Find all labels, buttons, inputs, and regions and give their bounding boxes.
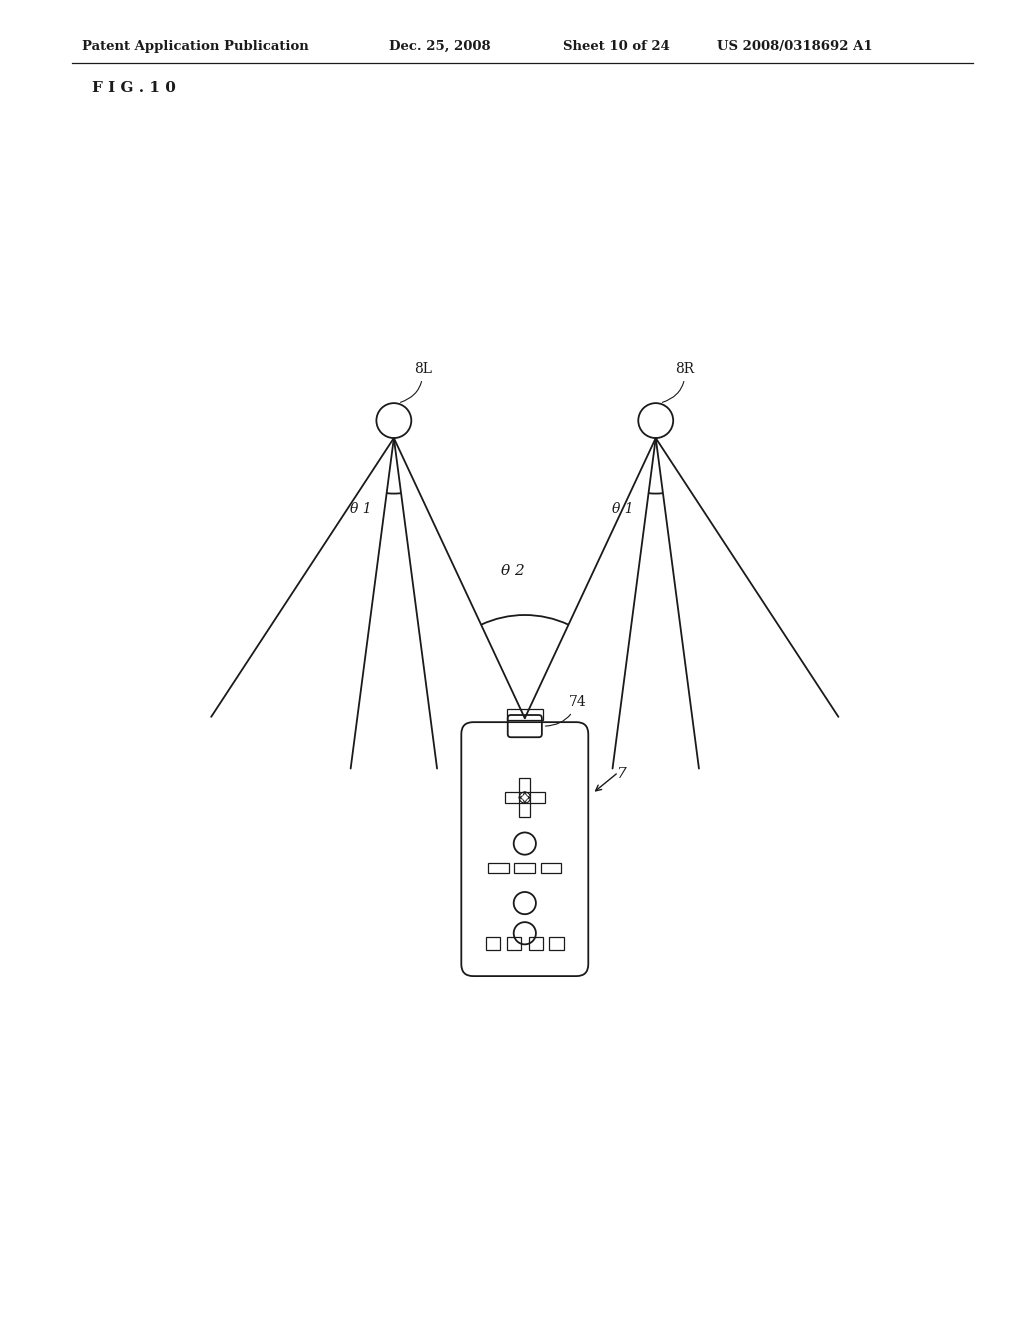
Bar xyxy=(507,709,543,719)
Text: Dec. 25, 2008: Dec. 25, 2008 xyxy=(389,40,490,53)
Text: Patent Application Publication: Patent Application Publication xyxy=(82,40,308,53)
Bar xyxy=(541,862,561,873)
Text: F I G . 1 0: F I G . 1 0 xyxy=(92,82,176,95)
Bar xyxy=(528,937,543,950)
Text: θ 1: θ 1 xyxy=(612,503,634,516)
Text: 8R: 8R xyxy=(663,362,694,403)
Text: 8L: 8L xyxy=(400,362,432,403)
Text: Sheet 10 of 24: Sheet 10 of 24 xyxy=(563,40,670,53)
Bar xyxy=(486,937,500,950)
Text: θ 2: θ 2 xyxy=(501,565,524,578)
Bar xyxy=(550,937,563,950)
Text: 74: 74 xyxy=(546,696,586,726)
Bar xyxy=(519,777,530,817)
Bar xyxy=(514,862,536,873)
Bar xyxy=(488,862,509,873)
Text: 7: 7 xyxy=(616,767,626,780)
Bar xyxy=(507,937,521,950)
Bar xyxy=(505,792,545,803)
Text: US 2008/0318692 A1: US 2008/0318692 A1 xyxy=(717,40,872,53)
Text: θ 1: θ 1 xyxy=(350,503,372,516)
